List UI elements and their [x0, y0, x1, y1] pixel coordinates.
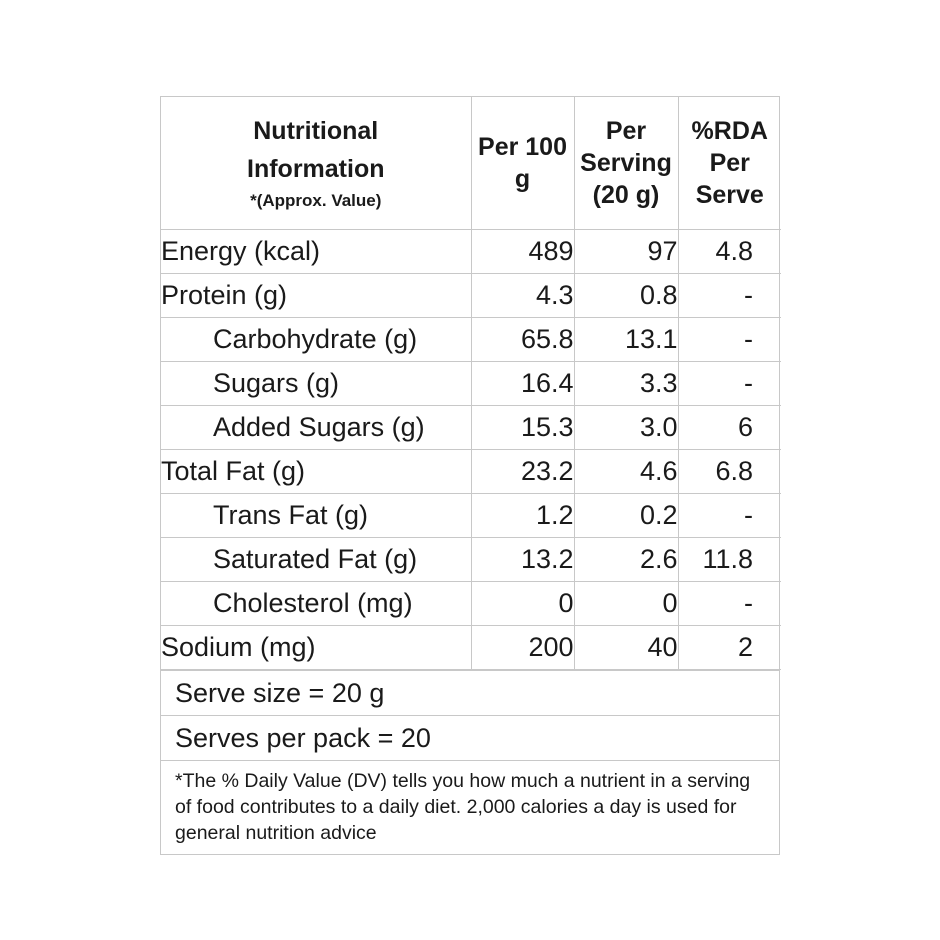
header-per-100g: Per 100 g [470, 97, 575, 230]
value-per-serving: 13.1 [573, 316, 679, 362]
value-per-serving: 3.3 [573, 360, 679, 406]
nutrient-name: Trans Fat (g) [161, 492, 472, 538]
nutrient-name: Protein (g) [161, 272, 472, 318]
header-per-serving-label: Per Serving (20 g) [580, 116, 672, 209]
table-row-cholesterol: Cholesterol (mg) 0 0 - [161, 580, 781, 626]
value-per-serving: 97 [573, 228, 679, 274]
nutrient-name: Sugars (g) [161, 360, 472, 406]
serve-size: Serve size = 20 g [161, 669, 779, 715]
nutrient-name: Carbohydrate (g) [161, 316, 472, 362]
value-rda: 6.8 [677, 448, 781, 494]
value-rda: - [677, 492, 781, 538]
table-row-protein: Protein (g) 4.3 0.8 - [161, 272, 781, 318]
value-rda: - [677, 272, 781, 318]
header-per-serving: Per Serving (20 g) [573, 97, 679, 230]
nutrition-table: Nutritional Information *(Approx. Value)… [161, 97, 781, 670]
nutrition-facts-panel: Nutritional Information *(Approx. Value)… [160, 96, 781, 855]
value-per-serving: 0.2 [573, 492, 679, 538]
header-per-100g-label: Per 100 g [478, 132, 567, 193]
table-row-energy: Energy (kcal) 489 97 4.8 [161, 228, 781, 274]
table-row-added-sugars: Added Sugars (g) 15.3 3.0 6 [161, 404, 781, 450]
header-rda-label: %RDA Per Serve [691, 116, 768, 209]
value-per-serving: 0.8 [573, 272, 679, 318]
value-rda: - [677, 360, 781, 406]
value-rda: 6 [677, 404, 781, 450]
serves-per-pack: Serves per pack = 20 [161, 714, 779, 760]
value-per-serving: 2.6 [573, 536, 679, 582]
value-rda: 2 [677, 624, 781, 670]
value-per-100g: 23.2 [470, 448, 575, 494]
table-row-sugars: Sugars (g) 16.4 3.3 - [161, 360, 781, 406]
value-per-100g: 489 [470, 228, 575, 274]
value-per-100g: 13.2 [470, 536, 575, 582]
value-per-100g: 4.3 [470, 272, 575, 318]
value-per-serving: 0 [573, 580, 679, 626]
value-rda: 4.8 [677, 228, 781, 274]
value-per-serving: 4.6 [573, 448, 679, 494]
value-per-serving: 40 [573, 624, 679, 670]
value-per-100g: 65.8 [470, 316, 575, 362]
nutrient-name: Added Sugars (g) [161, 404, 472, 450]
table-row-saturated-fat: Saturated Fat (g) 13.2 2.6 11.8 [161, 536, 781, 582]
header-row: Nutritional Information *(Approx. Value)… [161, 97, 781, 230]
nutrient-name: Energy (kcal) [161, 228, 472, 274]
table-row-trans-fat: Trans Fat (g) 1.2 0.2 - [161, 492, 781, 538]
table-row-sodium: Sodium (mg) 200 40 2 [161, 624, 781, 670]
header-nutritional-information: Nutritional Information *(Approx. Value) [161, 97, 472, 230]
nutrient-name: Saturated Fat (g) [161, 536, 472, 582]
table-row-total-fat: Total Fat (g) 23.2 4.6 6.8 [161, 448, 781, 494]
value-rda: - [677, 580, 781, 626]
nutrient-name: Cholesterol (mg) [161, 580, 472, 626]
header-rda-per-serve: %RDA Per Serve [677, 97, 781, 230]
value-per-serving: 3.0 [573, 404, 679, 450]
nutrient-name: Total Fat (g) [161, 448, 472, 494]
value-per-100g: 0 [470, 580, 575, 626]
value-rda: - [677, 316, 781, 362]
value-rda: 11.8 [677, 536, 781, 582]
header-approx-note: *(Approx. Value) [250, 191, 382, 211]
value-per-100g: 16.4 [470, 360, 575, 406]
table-row-carbohydrate: Carbohydrate (g) 65.8 13.1 - [161, 316, 781, 362]
header-title-line2: Information [247, 154, 385, 183]
value-per-100g: 200 [470, 624, 575, 670]
nutrient-name: Sodium (mg) [161, 624, 472, 670]
header-title-line1: Nutritional [253, 117, 379, 146]
value-per-100g: 15.3 [470, 404, 575, 450]
daily-value-footnote: *The % Daily Value (DV) tells you how mu… [161, 759, 779, 854]
value-per-100g: 1.2 [470, 492, 575, 538]
